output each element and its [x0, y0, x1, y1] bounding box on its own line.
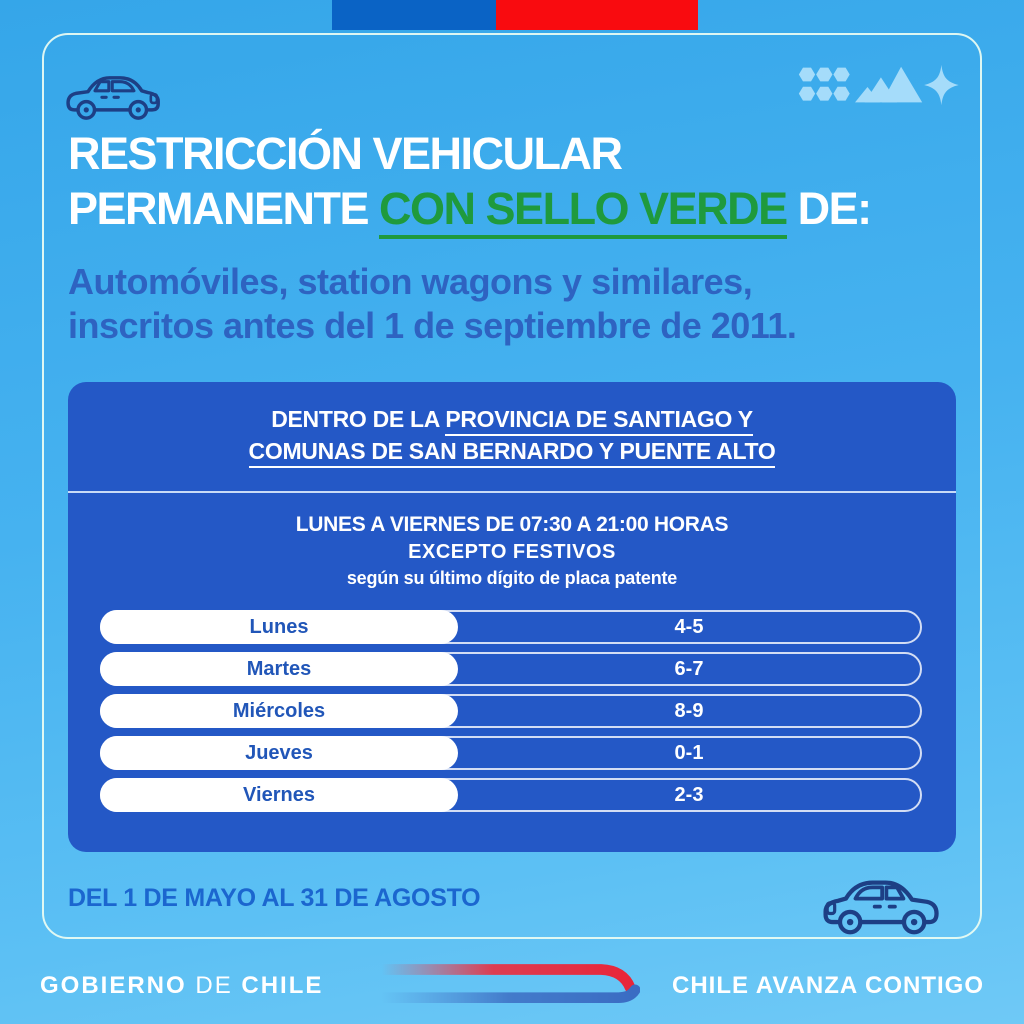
sparkle-star-icon [924, 64, 959, 106]
flag-swoosh-logo [376, 964, 640, 1003]
restriction-table: Lunes 4-5 Martes 6-7 Miércoles 8-9 Jueve… [100, 610, 922, 820]
chile-flag-bar [332, 0, 698, 30]
title-line2-prefix: PERMANENTE [68, 183, 370, 234]
table-row: Viernes 2-3 [100, 778, 922, 812]
day-cell: Jueves [100, 736, 458, 770]
gov-word-chile: CHILE [241, 972, 324, 999]
restriction-panel: DENTRO DE LA PROVINCIA DE SANTIAGO Y COM… [68, 382, 956, 852]
gov-word-gobierno: GOBIERNO [40, 972, 187, 999]
car-outline-icon [66, 76, 160, 120]
slogan-chile-avanza-contigo: CHILE AVANZA CONTIGO [672, 972, 984, 999]
table-row: Jueves 0-1 [100, 736, 922, 770]
flag-red-segment [496, 0, 698, 30]
table-row: Miércoles 8-9 [100, 694, 922, 728]
validity-period: DEL 1 DE MAYO AL 31 DE AGOSTO [68, 884, 481, 912]
digits-cell: 0-1 [674, 741, 704, 764]
car-outline-icon [823, 880, 939, 935]
digits-cell: 2-3 [674, 783, 704, 806]
title-line2-suffix: DE: [797, 183, 873, 234]
panel-title-underlined-1: PROVINCIA DE SANTIAGO Y [445, 406, 753, 436]
day-cell: Miércoles [100, 694, 458, 728]
content-card [42, 33, 982, 939]
panel-title-prefix: DENTRO DE LA [271, 406, 440, 432]
gov-word-de: DE [195, 972, 233, 999]
digits-cell: 4-5 [674, 615, 704, 638]
dots-grid-icon [798, 67, 850, 101]
schedule-hours: LUNES A VIERNES DE 07:30 A 21:00 HORAS [295, 513, 729, 536]
mountains-icon [855, 66, 923, 103]
panel-title: DENTRO DE LA PROVINCIA DE SANTIAGO Y COM… [68, 403, 956, 468]
day-cell: Lunes [100, 610, 458, 644]
day-cell: Viernes [100, 778, 458, 812]
title-line-1: RESTRICCIÓN VEHICULAR [68, 128, 623, 179]
flag-blue-segment [332, 0, 496, 30]
schedule-plate-note: según su último dígito de placa patente [346, 568, 678, 588]
subtitle-line-2: inscritos antes del 1 de septiembre de 2… [68, 305, 797, 346]
day-cell: Martes [100, 652, 458, 686]
subtitle: Automóviles, station wagons y similares,… [68, 260, 948, 348]
table-row: Lunes 4-5 [100, 610, 922, 644]
digits-cell: 6-7 [674, 657, 704, 680]
title-green-highlight: CON SELLO VERDE [379, 183, 788, 239]
schedule-except-holidays: EXCEPTO FESTIVOS [408, 541, 616, 563]
gobierno-de-chile-wordmark: GOBIERNO DE CHILE [40, 972, 323, 1000]
brand-icons [798, 64, 959, 106]
page-title: RESTRICCIÓN VEHICULAR PERMANENTE CON SEL… [68, 126, 948, 239]
panel-divider [68, 491, 956, 493]
table-row: Martes 6-7 [100, 652, 922, 686]
subtitle-line-1: Automóviles, station wagons y similares, [68, 261, 753, 302]
digits-cell: 8-9 [674, 699, 704, 722]
title-line-2: PERMANENTE CON SELLO VERDE DE: [68, 181, 948, 239]
panel-title-underlined-2: COMUNAS DE SAN BERNARDO Y PUENTE ALTO [248, 438, 776, 468]
